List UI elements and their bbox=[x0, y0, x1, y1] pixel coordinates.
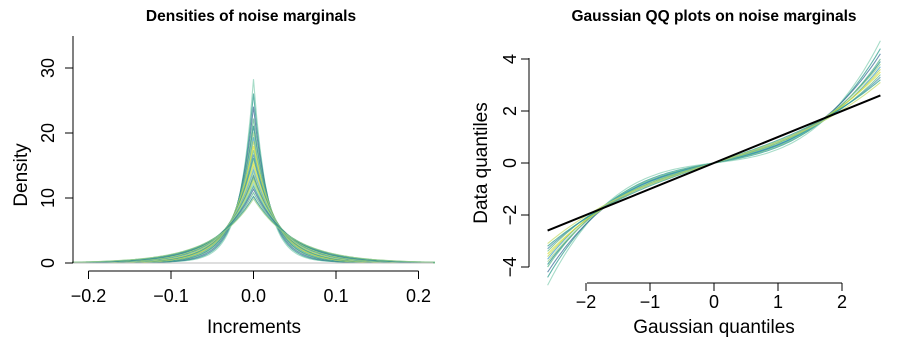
qq-y-tick-label: 0 bbox=[500, 158, 520, 168]
qq-y-label: Data quantiles bbox=[471, 102, 492, 223]
density-panel: Densities of noise marginals −0.2 −0.1 0.0… bbox=[11, 8, 436, 338]
qq-panel: Gaussian QQ plots on noise marginals −2−… bbox=[471, 8, 881, 338]
qq-x-tick-label: −2 bbox=[576, 292, 597, 312]
qq-x-tick-label: −1 bbox=[640, 292, 661, 312]
density-x-tick-label: 0.0 bbox=[241, 286, 266, 306]
density-curve bbox=[71, 195, 436, 263]
density-y-tick-label: 30 bbox=[38, 58, 58, 78]
density-y-ticks: 0 10 20 30 bbox=[38, 58, 73, 268]
density-curve bbox=[72, 181, 435, 264]
density-y-tick-label: 0 bbox=[38, 258, 58, 268]
density-curve bbox=[71, 191, 436, 263]
density-curve bbox=[71, 176, 436, 264]
density-curve bbox=[72, 106, 435, 264]
qq-y-tick-label: 2 bbox=[500, 106, 520, 116]
qq-x-label: Gaussian quantiles bbox=[633, 317, 795, 338]
density-y-tick-label: 20 bbox=[38, 123, 58, 143]
qq-y-tick-label: −4 bbox=[500, 257, 520, 278]
qq-y-tick-label: 4 bbox=[500, 54, 520, 64]
qq-plot-title: Gaussian QQ plots on noise marginals bbox=[571, 8, 856, 25]
qq-x-tick-label: 2 bbox=[837, 292, 847, 312]
density-curves bbox=[71, 79, 436, 264]
density-plot-title: Densities of noise marginals bbox=[146, 8, 356, 25]
density-x-tick-label: −0.2 bbox=[71, 286, 107, 306]
density-y-tick-label: 10 bbox=[38, 188, 58, 208]
density-x-tick-label: 0.2 bbox=[406, 286, 431, 306]
density-x-tick-label: −0.1 bbox=[153, 286, 189, 306]
density-x-tick-label: 0.1 bbox=[323, 286, 348, 306]
density-curve bbox=[71, 187, 436, 264]
qq-y-ticks: −4 −2 0 2 4 bbox=[500, 54, 529, 277]
density-curve bbox=[71, 197, 436, 263]
qq-x-tick-label: 0 bbox=[709, 292, 719, 312]
qq-y-tick-label: −2 bbox=[500, 205, 520, 226]
qq-x-ticks: −2 −1 0 1 2 bbox=[576, 283, 847, 312]
qq-x-tick-label: 1 bbox=[773, 292, 783, 312]
density-x-label: Increments bbox=[207, 317, 301, 338]
qq-reference-line bbox=[547, 94, 881, 232]
density-curve bbox=[72, 184, 435, 264]
density-y-label: Density bbox=[11, 143, 32, 207]
density-x-ticks: −0.2 −0.1 0.0 0.1 0.2 bbox=[71, 271, 431, 306]
